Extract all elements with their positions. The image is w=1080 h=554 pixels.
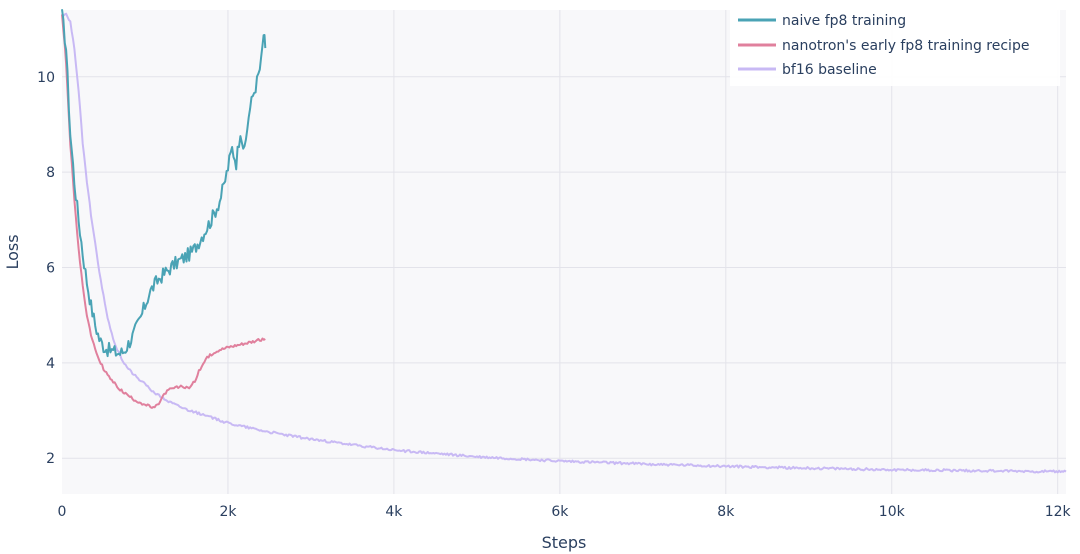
plot-background bbox=[62, 10, 1066, 494]
y-axis-title: Loss bbox=[3, 234, 22, 269]
x-tick-label: 6k bbox=[551, 504, 569, 520]
y-tick-label: 10 bbox=[37, 70, 55, 86]
x-tick-label: 4k bbox=[385, 504, 403, 520]
series-line-0 bbox=[61, 9, 267, 358]
legend-label-bf16-baseline: bf16 baseline bbox=[782, 62, 877, 78]
y-axis-ticks: 2 4 6 8 10 bbox=[37, 70, 55, 467]
x-axis-title: Steps bbox=[542, 533, 587, 552]
x-tick-label: 8k bbox=[717, 504, 735, 520]
x-tick-label: 0 bbox=[58, 504, 67, 520]
legend-item-nanotron-recipe[interactable]: nanotron's early fp8 training recipe bbox=[738, 38, 1029, 54]
series-layer bbox=[61, 9, 1067, 474]
legend-label-nanotron-recipe: nanotron's early fp8 training recipe bbox=[782, 38, 1029, 54]
legend-item-naive-fp8[interactable]: naive fp8 training bbox=[738, 13, 906, 29]
legend-background bbox=[730, 0, 1060, 86]
legend-label-naive-fp8: naive fp8 training bbox=[782, 13, 906, 29]
legend[interactable]: naive fp8 training nanotron's early fp8 … bbox=[730, 0, 1060, 86]
x-tick-label: 12k bbox=[1045, 504, 1072, 520]
legend-item-bf16-baseline[interactable]: bf16 baseline bbox=[738, 62, 877, 78]
x-axis-ticks: 0 2k 4k 6k 8k 10k 12k bbox=[58, 504, 1072, 520]
y-tick-label: 8 bbox=[46, 165, 55, 181]
series-line-1 bbox=[61, 14, 266, 409]
x-tick-label: 2k bbox=[219, 504, 237, 520]
y-tick-label: 2 bbox=[46, 451, 55, 467]
y-tick-label: 4 bbox=[46, 356, 55, 372]
x-tick-label: 10k bbox=[879, 504, 906, 520]
y-tick-label: 6 bbox=[46, 260, 55, 276]
series-line-2 bbox=[61, 12, 1067, 474]
